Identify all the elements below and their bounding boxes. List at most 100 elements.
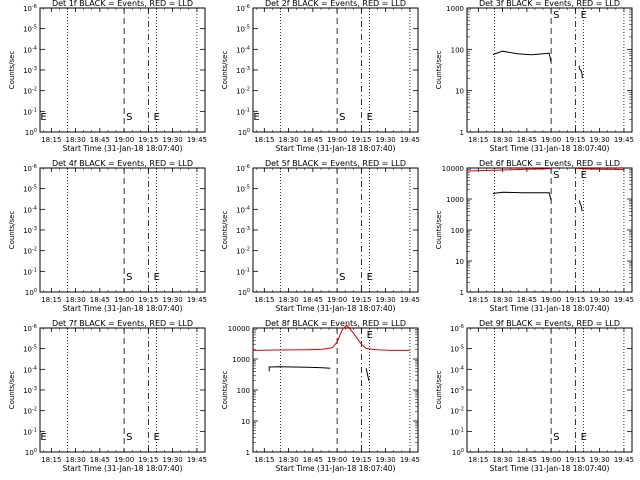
x-tick-label: 19:00 [541, 456, 561, 464]
x-tick-label: 18:45 [303, 296, 323, 304]
x-tick-label: 18:15 [468, 296, 488, 304]
y-tick-label: 10-5 [450, 345, 464, 354]
x-tick-label: 19:00 [114, 456, 134, 464]
chart-panel: Det 9f BLACK = Events, RED = LLD 18:15 18:… [435, 319, 634, 473]
y-tick-label: 100 [451, 46, 464, 54]
chart-title: Det 6f BLACK = Events, RED = LLD [479, 159, 620, 168]
y-axis-label: Counts/sec [8, 211, 16, 250]
y-tick-label: 100 [25, 288, 37, 297]
y-tick-label: 10 [455, 88, 464, 96]
y-tick-label: 10-3 [23, 386, 37, 395]
y-tick-label: 10-2 [23, 407, 37, 416]
y-tick-label: 10-5 [236, 25, 250, 34]
chart-title: Det 4f BLACK = Events, RED = LLD [52, 159, 193, 168]
event-marker-label: E [154, 112, 160, 123]
chart-panel: Det 1f BLACK = Events, RED = LLD 18:15 18:… [8, 0, 207, 153]
y-tick-label: 1000 [232, 356, 250, 364]
x-tick-label: 18:30 [492, 456, 512, 464]
y-tick-label: 10-1 [450, 427, 464, 436]
event-marker-label: E [581, 170, 587, 181]
x-tick-label: 19:00 [541, 296, 561, 304]
lld-series-line [466, 168, 552, 172]
x-tick-label: 19:30 [590, 136, 610, 144]
y-tick-label: 1 [460, 129, 464, 137]
x-tick-label: 19:45 [614, 136, 634, 144]
event-marker-label: S [126, 272, 132, 283]
events-series-line [492, 50, 552, 62]
event-marker-label: E [154, 272, 160, 283]
lld-series-line [575, 167, 624, 171]
y-tick-label: 10000 [442, 165, 464, 173]
x-tick-label: 18:45 [517, 456, 537, 464]
x-tick-label: 19:00 [327, 136, 347, 144]
x-tick-label: 18:30 [278, 136, 298, 144]
x-tick-label: 19:15 [351, 296, 371, 304]
x-tick-label: 18:45 [517, 136, 537, 144]
x-tick-label: 18:30 [65, 136, 85, 144]
x-tick-label: 18:15 [254, 296, 274, 304]
y-tick-label: 100 [25, 128, 37, 137]
y-tick-label: 1 [246, 449, 250, 457]
y-tick-label: 10 [241, 418, 250, 426]
x-axis-label: Start Time (31-Jan-18 18:07:40) [276, 144, 396, 153]
x-tick-label: 19:45 [187, 456, 207, 464]
x-tick-label: 19:30 [163, 456, 183, 464]
y-axis-label: Counts/sec [435, 371, 443, 410]
y-tick-label: 10-2 [236, 247, 250, 256]
chart-title: Det 2f BLACK = Events, RED = LLD [265, 0, 406, 8]
x-tick-label: 18:15 [41, 296, 61, 304]
plot-frame [39, 327, 206, 453]
x-tick-label: 18:45 [90, 456, 110, 464]
y-tick-label: 100 [238, 128, 250, 137]
y-tick-label: 10-1 [236, 107, 250, 116]
x-axis-label: Start Time (31-Jan-18 18:07:40) [63, 304, 183, 313]
y-tick-label: 1000 [446, 5, 464, 13]
chart-panel: Det 5f BLACK = Events, RED = LLD 18:15 18:… [221, 159, 420, 313]
events-series-line [578, 65, 583, 79]
y-tick-label: 10-6 [23, 164, 37, 173]
event-marker-label: E [253, 112, 259, 123]
x-tick-label: 18:45 [90, 296, 110, 304]
x-axis-label: Start Time (31-Jan-18 18:07:40) [490, 464, 610, 473]
y-tick-label: 10-4 [450, 365, 464, 374]
chart-panel: Det 7f BLACK = Events, RED = LLD 18:15 18:… [8, 319, 207, 473]
x-tick-label: 19:30 [590, 296, 610, 304]
x-tick-label: 18:30 [278, 296, 298, 304]
y-tick-label: 10-5 [23, 185, 37, 194]
x-tick-label: 19:15 [565, 296, 585, 304]
y-tick-label: 10000 [228, 325, 250, 333]
y-axis-label: Counts/sec [435, 211, 443, 250]
chart-panel: Det 8f BLACK = Events, RED = LLD 18:15 18:… [221, 319, 420, 473]
y-axis-label: Counts/sec [221, 371, 229, 410]
y-tick-label: 10 [455, 258, 464, 266]
event-marker-label: E [40, 432, 46, 443]
chart-panel: Det 6f BLACK = Events, RED = LLD 18:15 18:… [435, 159, 634, 313]
y-tick-label: 10-3 [23, 226, 37, 235]
y-tick-label: 10-3 [236, 226, 250, 235]
x-axis-label: Start Time (31-Jan-18 18:07:40) [276, 464, 396, 473]
y-tick-label: 10-6 [450, 324, 464, 333]
chart-title: Det 9f BLACK = Events, RED = LLD [479, 319, 620, 328]
x-tick-label: 18:30 [65, 296, 85, 304]
plot-frame [252, 167, 419, 293]
x-tick-label: 19:00 [114, 296, 134, 304]
event-marker-label: S [553, 432, 559, 443]
event-marker-label: S [339, 112, 345, 123]
x-tick-label: 18:15 [254, 456, 274, 464]
y-axis-label: Counts/sec [221, 211, 229, 250]
event-marker-label: E [581, 432, 587, 443]
x-tick-label: 18:30 [492, 136, 512, 144]
x-axis-label: Start Time (31-Jan-18 18:07:40) [63, 144, 183, 153]
plot-frame [252, 327, 419, 453]
x-tick-label: 18:15 [468, 136, 488, 144]
y-tick-label: 1 [460, 289, 464, 297]
x-tick-label: 19:30 [376, 136, 396, 144]
y-tick-label: 10-2 [23, 247, 37, 256]
y-tick-label: 10-5 [23, 345, 37, 354]
chart-panel: Det 3f BLACK = Events, RED = LLD 18:15 18:… [435, 0, 634, 153]
y-axis-label: Counts/sec [8, 371, 16, 410]
y-tick-label: 10-3 [236, 66, 250, 75]
x-tick-label: 19:30 [376, 296, 396, 304]
y-tick-label: 10-6 [23, 4, 37, 13]
event-marker-label: E [367, 272, 373, 283]
